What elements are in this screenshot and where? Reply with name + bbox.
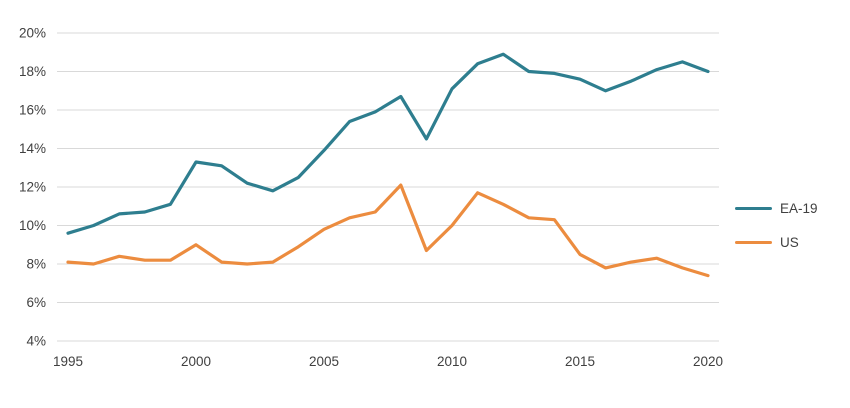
legend-item-us: US — [735, 234, 818, 251]
legend: EA-19 US — [735, 200, 818, 251]
y-tick-label: 18% — [19, 64, 46, 79]
y-tick-label: 4% — [26, 334, 46, 349]
legend-label-ea19: EA-19 — [780, 201, 818, 216]
x-tick-label: 2015 — [565, 354, 595, 369]
y-tick-label: 10% — [19, 218, 46, 233]
y-tick-label: 8% — [26, 257, 46, 272]
x-tick-label: 2020 — [693, 354, 723, 369]
series-line-ea19 — [66, 52, 710, 235]
legend-item-ea19: EA-19 — [735, 200, 818, 217]
y-tick-label: 12% — [19, 180, 46, 195]
y-tick-label: 14% — [19, 141, 46, 156]
y-tick-label: 6% — [26, 295, 46, 310]
legend-swatch-ea19 — [735, 206, 772, 211]
legend-label-us: US — [780, 235, 799, 250]
x-tick-label: 2005 — [309, 354, 339, 369]
y-tick-label: 20% — [19, 26, 46, 41]
y-tick-label: 16% — [19, 103, 46, 118]
x-tick-label: 2010 — [437, 354, 467, 369]
series-line-us — [66, 183, 710, 278]
legend-swatch-us — [735, 240, 772, 245]
x-tick-label: 2000 — [181, 354, 211, 369]
x-tick-label: 1995 — [53, 354, 83, 369]
